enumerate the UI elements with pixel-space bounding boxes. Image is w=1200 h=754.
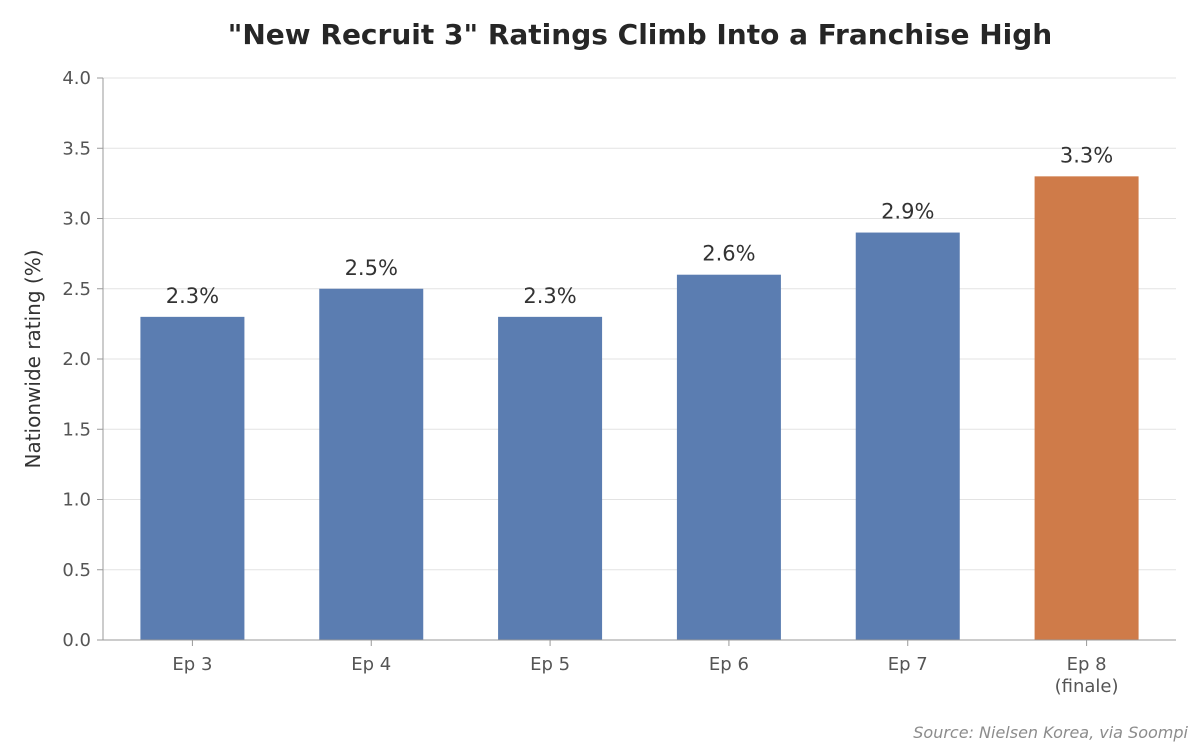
bar — [676, 274, 781, 640]
axes: 0.0 0.5 1.0 1.5 2.0 2.5 3.0 3.5 4.0 Ep 3 Ep 4 Ep 5 E… — [62, 68, 1176, 697]
y-tick-label: 0.0 — [62, 630, 91, 651]
x-tick-label: Ep 7 — [888, 654, 928, 675]
x-tick-label: Ep 6 — [709, 654, 749, 675]
chart-title: "New Recruit 3" Ratings Climb Into a Fra… — [228, 18, 1052, 51]
data-label: 3.3% — [1060, 143, 1113, 167]
bar — [855, 232, 960, 641]
gridlines — [103, 77, 1176, 571]
x-tick-label: Ep 5 — [530, 654, 570, 675]
x-tick-label: Ep 3 — [172, 654, 212, 675]
y-tick-label: 3.0 — [62, 209, 91, 230]
y-tick-label: 1.0 — [62, 490, 91, 511]
bar — [1034, 176, 1139, 640]
data-label: 2.3% — [166, 284, 219, 308]
x-tick-label: Ep 4 — [351, 654, 391, 675]
bar — [319, 288, 424, 640]
y-axis-label: Nationwide rating (%) — [21, 249, 45, 468]
data-labels: 2.3% 2.5% 2.3% 2.6% 2.9% 3.3% — [166, 143, 1114, 308]
data-label: 2.5% — [345, 256, 398, 280]
data-label: 2.9% — [881, 200, 934, 224]
y-tick-label: 1.5 — [62, 419, 91, 440]
bars — [140, 176, 1139, 641]
data-label: 2.3% — [523, 284, 576, 308]
bar — [498, 316, 603, 640]
source-note: Source: Nielsen Korea, via Soompi — [913, 723, 1188, 742]
y-tick-label: 3.5 — [62, 138, 91, 159]
y-tick-label: 2.5 — [62, 279, 91, 300]
y-tick-label: 0.5 — [62, 560, 91, 581]
x-tick-label: Ep 8 (finale) — [1055, 654, 1119, 697]
data-label: 2.6% — [702, 242, 755, 266]
bar — [140, 316, 245, 640]
y-tick-label: 2.0 — [62, 349, 91, 370]
y-tick-label: 4.0 — [62, 68, 91, 89]
